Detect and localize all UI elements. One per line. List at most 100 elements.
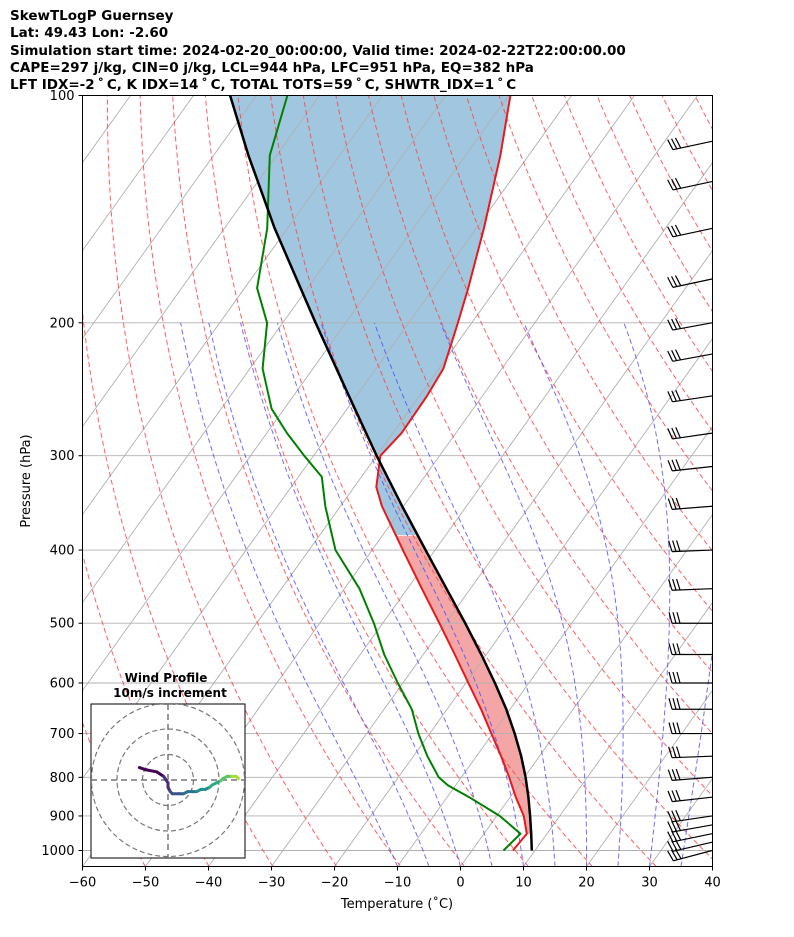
wind-barb-feather — [668, 698, 673, 710]
moist-adiabat — [320, 322, 524, 867]
moist-adiabat — [240, 322, 461, 867]
wind-barb-feather — [671, 790, 677, 802]
isotherm-line — [523, 601, 713, 867]
wind-barb-feather — [675, 789, 681, 801]
wind-barb-feather — [675, 809, 681, 821]
chart-header: SkewTLogP Guernsey Lat: 49.43 Lon: -2.60… — [10, 8, 626, 94]
wind-barb — [667, 389, 713, 403]
wind-barb — [667, 497, 713, 510]
dry-adiabat — [107, 95, 338, 867]
dry-adiabat — [0, 96, 81, 867]
wind-barb-feather — [667, 811, 673, 823]
x-tick-label: 10 — [515, 876, 532, 891]
wind-barb-feather — [674, 177, 682, 189]
wind-barb — [667, 789, 713, 803]
wind-barb-feather — [675, 497, 681, 509]
dry-adiabat — [760, 96, 794, 867]
wind-barb-shaft — [672, 588, 713, 591]
y-tick-label: 200 — [50, 316, 75, 331]
wind-barb — [667, 349, 713, 362]
moist-adiabat — [373, 322, 556, 867]
wind-barb — [667, 459, 713, 472]
wind-barb-feather — [667, 850, 674, 862]
wind-barb-feather — [668, 579, 673, 591]
wind-barb-feather — [668, 643, 673, 655]
isotherm-line — [82, 95, 509, 692]
dry-adiabat — [0, 96, 17, 867]
wind-barb-feather — [675, 427, 681, 439]
y-tick-label: 100 — [50, 89, 75, 104]
y-tick-label: 800 — [50, 771, 75, 786]
wind-barb-feather — [676, 671, 681, 684]
x-tick-label: −50 — [132, 876, 159, 891]
wind-barb-feather — [676, 578, 681, 591]
isotherm-line — [397, 425, 713, 867]
wind-barb-shaft — [672, 278, 713, 288]
dry-adiabat — [400, 95, 713, 673]
isotherm-line — [586, 689, 713, 867]
wind-barb — [667, 809, 713, 823]
wind-barb-feather — [667, 831, 674, 843]
y-tick-label: 700 — [50, 727, 75, 742]
wind-barb-shaft — [672, 180, 713, 191]
wind-barb-feather — [676, 722, 681, 734]
x-tick-label: −40 — [195, 876, 222, 891]
y-tick-label: 500 — [50, 617, 75, 632]
wind-barb — [667, 427, 713, 440]
dewpoint-line — [256, 95, 522, 852]
wind-barb-shaft — [672, 227, 713, 238]
wind-barb-shaft — [672, 465, 713, 472]
isotherm-line — [82, 95, 320, 428]
wind-barb-feather — [672, 643, 677, 655]
wind-barbs — [667, 137, 713, 862]
x-tick-label: 30 — [641, 876, 658, 891]
wind-barb-feather — [667, 226, 674, 238]
isotherm-line — [712, 865, 713, 867]
wind-barb-feather — [668, 746, 673, 758]
wind-barb-feather — [674, 137, 682, 149]
wind-barb — [667, 820, 713, 833]
x-tick-label: 20 — [578, 876, 595, 891]
parcel-line — [228, 95, 534, 851]
temperature-line — [375, 95, 528, 852]
isotherm-line — [208, 161, 713, 867]
wind-barb — [667, 275, 713, 288]
hodograph-title: Wind Profile — [125, 671, 208, 685]
wind-barb-feather — [667, 319, 674, 331]
moist-adiabat — [623, 322, 671, 867]
cin-area — [230, 95, 511, 535]
wind-barb-feather — [668, 540, 673, 552]
wind-barb-feather — [668, 612, 673, 624]
y-axis-label: Pressure (hPa) — [19, 434, 34, 527]
dry-adiabat — [139, 95, 402, 867]
isotherm-line — [271, 249, 713, 867]
wind-barb-feather — [675, 459, 681, 471]
wind-barb-feather — [671, 390, 677, 402]
chart-title: SkewTLogP Guernsey — [10, 8, 174, 24]
dry-adiabat — [368, 95, 713, 735]
dry-adiabat — [433, 95, 713, 612]
wind-barb — [668, 578, 713, 591]
wind-barb-feather — [668, 722, 673, 734]
wind-barb-feather — [676, 698, 681, 710]
moist-adiabat — [523, 322, 624, 867]
wind-barb-feather — [671, 820, 678, 832]
wind-barb-feather — [671, 225, 678, 237]
wind-barb-feather — [667, 350, 674, 362]
sounding-profiles — [228, 95, 534, 852]
x-tick-label: 0 — [456, 876, 464, 891]
wind-barb-shaft — [672, 549, 713, 553]
y-tick-label: 1000 — [41, 844, 74, 859]
wind-barb-shaft — [672, 776, 713, 782]
isotherm-line — [334, 337, 713, 867]
wind-barb-feather — [674, 275, 682, 286]
wind-barb — [668, 698, 712, 710]
wind-barb-feather — [675, 349, 682, 361]
wind-barb-feather — [672, 722, 677, 734]
indices-summary-line: LFT IDX=-2 ˚ C, K IDX=14 ˚ C, TOTAL TOTS… — [10, 77, 517, 94]
wind-barb-feather — [667, 769, 673, 781]
wind-barb-feather — [676, 643, 681, 655]
wind-barb-feather — [676, 612, 681, 624]
x-tick-label: −60 — [69, 876, 96, 891]
